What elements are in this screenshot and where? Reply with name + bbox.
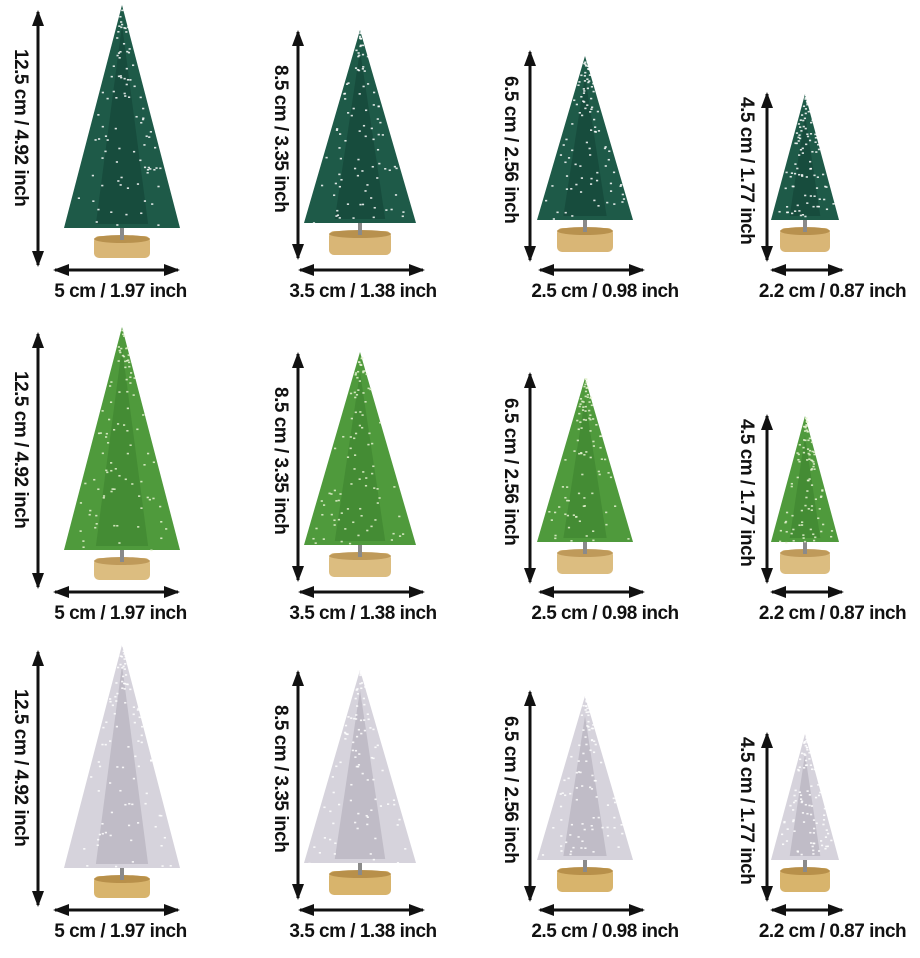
width-label: 2.5 cm / 0.98 inch [531, 921, 679, 942]
width-label: 3.5 cm / 1.38 inch [289, 603, 437, 624]
width-label: 5 cm / 1.97 inch [54, 603, 187, 624]
width-label: 2.5 cm / 0.98 inch [531, 603, 679, 624]
width-label: 3.5 cm / 1.38 inch [289, 281, 437, 302]
width-label: 5 cm / 1.97 inch [54, 921, 187, 942]
width-label: 5 cm / 1.97 inch [54, 281, 187, 302]
width-label: 3.5 cm / 1.38 inch [289, 921, 437, 942]
height-label: 4.5 cm / 1.77 inch [736, 737, 757, 885]
width-label: 2.5 cm / 0.98 inch [531, 281, 679, 302]
width-label: 2.2 cm / 0.87 inch [758, 921, 907, 942]
width-label: 2.2 cm / 0.87 inch [758, 603, 907, 624]
width-label: 2.2 cm / 0.87 inch [758, 281, 907, 302]
